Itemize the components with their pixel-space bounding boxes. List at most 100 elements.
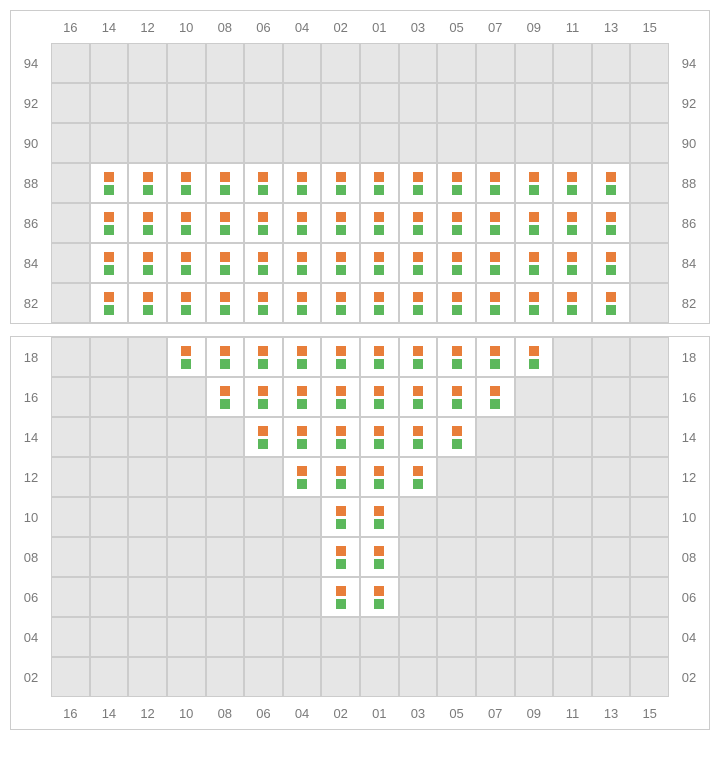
slot-inactive bbox=[476, 417, 515, 457]
slot-inactive bbox=[553, 537, 592, 577]
slot-inactive bbox=[630, 657, 669, 697]
status-marker-green bbox=[374, 359, 384, 369]
slot-inactive bbox=[90, 337, 129, 377]
column-label: 07 bbox=[476, 697, 515, 729]
slot-inactive bbox=[437, 577, 476, 617]
slot-active bbox=[321, 377, 360, 417]
status-marker-green bbox=[336, 225, 346, 235]
status-marker-orange bbox=[297, 292, 307, 302]
rack-row: 1818 bbox=[11, 337, 709, 377]
slot-active bbox=[321, 243, 360, 283]
slot-inactive bbox=[283, 83, 322, 123]
slot-active bbox=[206, 163, 245, 203]
slot-inactive bbox=[630, 457, 669, 497]
status-marker-orange bbox=[490, 292, 500, 302]
status-marker-green bbox=[374, 399, 384, 409]
slot-inactive bbox=[476, 457, 515, 497]
slot-active bbox=[283, 283, 322, 323]
slot-inactive bbox=[360, 43, 399, 83]
status-marker-orange bbox=[258, 212, 268, 222]
status-marker-green bbox=[452, 225, 462, 235]
status-marker-orange bbox=[374, 252, 384, 262]
status-marker-green bbox=[336, 519, 346, 529]
slot-inactive bbox=[553, 577, 592, 617]
slot-inactive bbox=[437, 617, 476, 657]
rack-row: 1414 bbox=[11, 417, 709, 457]
status-marker-orange bbox=[143, 172, 153, 182]
slot-inactive bbox=[630, 43, 669, 83]
slot-inactive bbox=[515, 617, 554, 657]
slot-active bbox=[476, 243, 515, 283]
slot-active bbox=[321, 203, 360, 243]
slot-inactive bbox=[553, 457, 592, 497]
slot-active bbox=[437, 377, 476, 417]
status-marker-green bbox=[529, 359, 539, 369]
status-marker-orange bbox=[413, 346, 423, 356]
status-marker-orange bbox=[297, 252, 307, 262]
slot-active bbox=[360, 283, 399, 323]
slot-active bbox=[90, 243, 129, 283]
rack-row: 1616 bbox=[11, 377, 709, 417]
slot-active bbox=[360, 243, 399, 283]
status-marker-orange bbox=[413, 172, 423, 182]
slot-inactive bbox=[592, 123, 631, 163]
status-marker-green bbox=[220, 185, 230, 195]
slot-active bbox=[476, 377, 515, 417]
rack-row: 0202 bbox=[11, 657, 709, 697]
rack-row: 0606 bbox=[11, 577, 709, 617]
rack-diagram: { "colors": { "active_bg": "#ffffff", "i… bbox=[0, 0, 720, 752]
status-marker-orange bbox=[606, 172, 616, 182]
status-marker-green bbox=[490, 265, 500, 275]
slot-active bbox=[206, 377, 245, 417]
slot-inactive bbox=[515, 537, 554, 577]
status-marker-green bbox=[567, 225, 577, 235]
status-marker-green bbox=[220, 305, 230, 315]
status-marker-orange bbox=[336, 212, 346, 222]
slot-active bbox=[244, 283, 283, 323]
column-label: 07 bbox=[476, 11, 515, 43]
status-marker-orange bbox=[336, 586, 346, 596]
slot-active bbox=[592, 163, 631, 203]
slot-inactive bbox=[128, 123, 167, 163]
status-marker-orange bbox=[258, 386, 268, 396]
rack-row: 0808 bbox=[11, 537, 709, 577]
column-label: 02 bbox=[321, 11, 360, 43]
rack-row: 8282 bbox=[11, 283, 709, 323]
slot-active bbox=[399, 163, 438, 203]
slot-active bbox=[360, 377, 399, 417]
status-marker-green bbox=[374, 185, 384, 195]
status-marker-orange bbox=[336, 466, 346, 476]
slot-inactive bbox=[90, 577, 129, 617]
status-marker-orange bbox=[452, 212, 462, 222]
slot-active bbox=[360, 457, 399, 497]
slot-inactive bbox=[283, 617, 322, 657]
rack-row: 0404 bbox=[11, 617, 709, 657]
column-label: 11 bbox=[553, 11, 592, 43]
slot-inactive bbox=[630, 337, 669, 377]
status-marker-orange bbox=[258, 346, 268, 356]
status-marker-green bbox=[336, 265, 346, 275]
slot-active bbox=[437, 163, 476, 203]
status-marker-orange bbox=[336, 172, 346, 182]
slot-inactive bbox=[90, 537, 129, 577]
row-label: 02 bbox=[669, 657, 709, 697]
status-marker-green bbox=[413, 399, 423, 409]
status-marker-green bbox=[220, 359, 230, 369]
slot-active bbox=[167, 337, 206, 377]
slot-inactive bbox=[553, 417, 592, 457]
status-marker-orange bbox=[413, 292, 423, 302]
slot-inactive bbox=[51, 537, 90, 577]
slot-inactive bbox=[553, 617, 592, 657]
rack-row: 8484 bbox=[11, 243, 709, 283]
status-marker-green bbox=[606, 225, 616, 235]
slot-inactive bbox=[51, 243, 90, 283]
status-marker-orange bbox=[452, 252, 462, 262]
slot-inactive bbox=[553, 337, 592, 377]
column-label: 06 bbox=[244, 11, 283, 43]
slot-inactive bbox=[437, 83, 476, 123]
slot-inactive bbox=[128, 537, 167, 577]
column-labels: 16141210080604020103050709111315 bbox=[11, 11, 709, 43]
slot-inactive bbox=[206, 43, 245, 83]
status-marker-green bbox=[529, 185, 539, 195]
status-marker-green bbox=[181, 225, 191, 235]
